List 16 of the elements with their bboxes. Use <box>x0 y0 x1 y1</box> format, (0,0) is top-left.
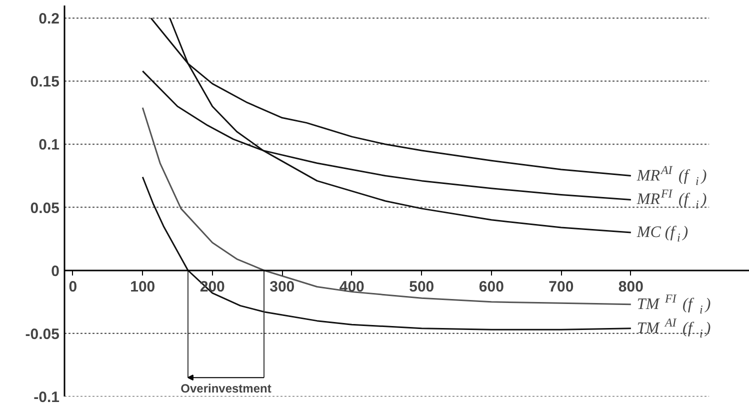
y-tick-label: 0.05 <box>30 200 60 217</box>
x-tick-label: 100 <box>130 278 156 296</box>
y-tick-label: 0.2 <box>38 10 60 28</box>
x-tick-label: 0 <box>68 278 78 296</box>
x-tick-label: 800 <box>618 278 644 296</box>
x-tick-label: 500 <box>409 278 434 296</box>
y-tick-label: -0.05 <box>25 326 60 343</box>
annotation: Overinvestment <box>180 382 272 396</box>
x-tick-label: 300 <box>270 278 295 296</box>
y-tick-label: 0 <box>51 262 60 280</box>
y-tick-label: 0.15 <box>30 74 60 91</box>
x-tick-label: 400 <box>339 278 364 296</box>
y-tick-label: 0.1 <box>38 136 60 154</box>
y-tick-label: -0.1 <box>34 389 60 406</box>
x-tick-label: 700 <box>548 278 574 296</box>
x-tick-label: 600 <box>478 278 504 296</box>
